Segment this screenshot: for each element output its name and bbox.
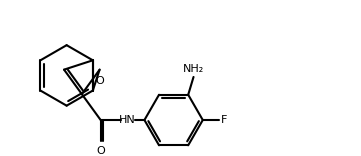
Text: NH₂: NH₂ — [183, 64, 204, 74]
Text: F: F — [221, 115, 227, 125]
Text: O: O — [95, 76, 104, 86]
Text: HN: HN — [119, 115, 136, 125]
Text: O: O — [96, 146, 105, 156]
